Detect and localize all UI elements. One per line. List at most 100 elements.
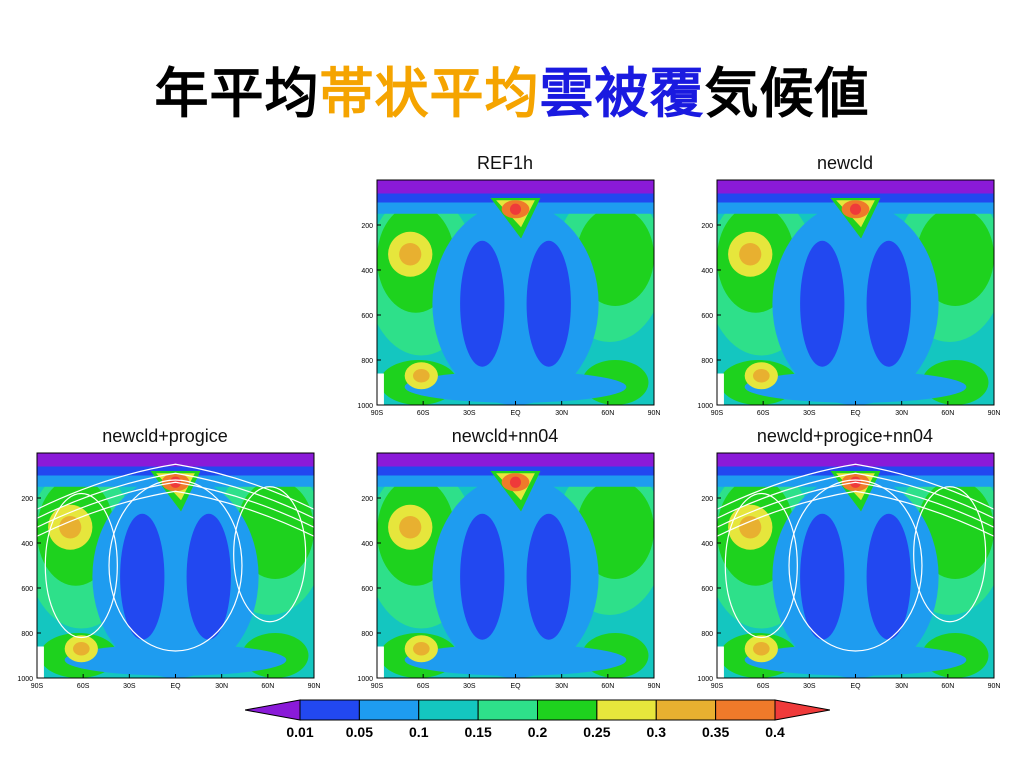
panel-newcld-progice-nn04: newcld+progice+nn04 90S 60S 30S EQ 30N 60N 90N… xyxy=(680,425,1010,695)
y-tick-label: 600 xyxy=(701,313,713,320)
panel-newcld-progice: newcld+progice 90S 60S 30S EQ 30N 60N 90N 200 40… xyxy=(0,425,330,695)
x-tick-label: 60N xyxy=(601,410,614,417)
colorbar-label: 0.01 xyxy=(286,724,313,740)
colorbar-label: 0.25 xyxy=(583,724,610,740)
colorbar-segment xyxy=(655,699,717,721)
colorbar-segment xyxy=(774,699,831,721)
y-tick-label: 400 xyxy=(361,541,373,548)
panel-title: REF1h xyxy=(476,153,534,173)
colorbar-label: 0.2 xyxy=(528,724,548,740)
x-tick-label: EQ xyxy=(510,410,521,417)
y-tick-label: 1000 xyxy=(357,403,373,410)
x-tick-label: 90N xyxy=(988,410,1001,417)
panel-plot: 90S 60S 30S EQ 30N 60N 90N 200 400 600 800 1000 xyxy=(697,179,1001,417)
contour-field xyxy=(717,180,994,405)
x-tick-label: 90N xyxy=(648,683,661,690)
x-tick-label: 90S xyxy=(711,410,724,417)
x-tick-label: 90N xyxy=(988,683,1001,690)
x-tick-label: 30S xyxy=(463,683,476,690)
colorbar-svg: 0.01 0.05 0.1 0.15 0.2 0.25 0.3 0.35 0.4 xyxy=(244,699,831,740)
x-tick-label: 60N xyxy=(601,683,614,690)
colorbar-label: 0.4 xyxy=(765,724,785,740)
x-tick-label: 30S xyxy=(123,683,136,690)
colorbar-segment xyxy=(358,699,420,721)
y-tick-label: 600 xyxy=(361,586,373,593)
x-tick-label: 90S xyxy=(31,683,44,690)
colorbar-label: 0.05 xyxy=(346,724,373,740)
y-tick-label: 1000 xyxy=(17,676,33,683)
y-tick-label: 400 xyxy=(701,541,713,548)
x-tick-label: 30N xyxy=(555,410,568,417)
y-tick-label: 800 xyxy=(701,631,713,638)
y-tick-label: 1000 xyxy=(697,403,713,410)
colorbar-label: 0.3 xyxy=(647,724,667,740)
contour-field xyxy=(717,453,994,678)
y-tick-label: 800 xyxy=(361,358,373,365)
panel-newcld: newcld 90S 60S 30S EQ 30N 60N 90N 200 400 600 800 1… xyxy=(680,152,1010,422)
x-tick-label: 60S xyxy=(757,683,770,690)
colorbar-segment xyxy=(299,699,360,721)
contour-lines xyxy=(717,463,994,652)
panel-plot: 90S 60S 30S EQ 30N 60N 90N 200 400 600 800 1000 xyxy=(17,452,321,690)
title-part-climatology: 気候値 xyxy=(704,62,870,125)
x-tick-label: 60S xyxy=(757,410,770,417)
x-tick-label: 30N xyxy=(895,683,908,690)
x-tick-label: 60S xyxy=(77,683,90,690)
panel-title: newcld xyxy=(816,153,874,173)
contour-field xyxy=(37,453,314,678)
x-tick-label: 30S xyxy=(803,410,816,417)
panel-plot: 90S 60S 30S EQ 30N 60N 90N 200 400 600 800 1000 xyxy=(697,452,1001,690)
x-tick-label: 60N xyxy=(941,683,954,690)
panel-title: newcld+nn04 xyxy=(451,426,559,446)
y-tick-label: 200 xyxy=(701,496,713,503)
y-tick-label: 800 xyxy=(701,358,713,365)
colorbar-segment xyxy=(537,699,598,721)
x-tick-label: 30S xyxy=(463,410,476,417)
x-tick-label: 60S xyxy=(417,683,430,690)
x-tick-label: 90S xyxy=(371,683,384,690)
x-tick-label: 90N xyxy=(648,410,661,417)
panel-plot: 90S 60S 30S EQ 30N 60N 90N 200 400 600 800 1000 xyxy=(357,452,661,690)
x-tick-label: 60N xyxy=(261,683,274,690)
y-tick-label: 1000 xyxy=(357,676,373,683)
title-part-zonal-mean: 帯状平均 xyxy=(319,62,540,125)
contour-field xyxy=(377,453,654,678)
x-tick-label: 30N xyxy=(555,683,568,690)
x-tick-label: 60S xyxy=(417,410,430,417)
slide-title: 年平均帯状平均雲被覆気候値 xyxy=(0,58,1024,130)
x-tick-label: 30N xyxy=(895,410,908,417)
title-part-annual-mean: 年平均 xyxy=(154,62,320,125)
y-tick-label: 400 xyxy=(701,268,713,275)
y-tick-label: 600 xyxy=(361,313,373,320)
panel-title: newcld+progice xyxy=(102,426,228,446)
y-tick-label: 200 xyxy=(361,496,373,503)
y-tick-label: 600 xyxy=(21,586,33,593)
x-tick-label: 60N xyxy=(941,410,954,417)
x-tick-label: 90N xyxy=(308,683,321,690)
colorbar-legend: 0.01 0.05 0.1 0.15 0.2 0.25 0.3 0.35 0.4 xyxy=(244,696,831,746)
title-part-cloud-cover: 雲被覆 xyxy=(539,62,705,125)
x-tick-label: EQ xyxy=(850,683,861,690)
panel-plot: 90S 60S 30S EQ 30N 60N 90N 200 400 600 800 1000 xyxy=(357,179,661,417)
y-tick-label: 200 xyxy=(361,223,373,230)
x-tick-label: 90S xyxy=(371,410,384,417)
y-tick-label: 800 xyxy=(21,631,33,638)
contour-field xyxy=(377,180,654,405)
colorbar-segment xyxy=(418,699,479,721)
colorbar-segment xyxy=(244,699,301,721)
y-tick-label: 200 xyxy=(21,496,33,503)
y-tick-label: 600 xyxy=(701,586,713,593)
x-tick-label: EQ xyxy=(510,683,521,690)
x-tick-label: 90S xyxy=(711,683,724,690)
y-tick-label: 200 xyxy=(701,223,713,230)
colorbar-label: 0.15 xyxy=(465,724,492,740)
panel-newcld-nn04: newcld+nn04 90S 60S 30S EQ 30N 60N 90N 200 400 60… xyxy=(340,425,670,695)
x-tick-label: 30N xyxy=(215,683,228,690)
y-tick-label: 800 xyxy=(361,631,373,638)
colorbar-segment xyxy=(477,699,538,721)
colorbar-segment xyxy=(596,699,657,721)
x-tick-label: EQ xyxy=(170,683,181,690)
colorbar-label: 0.1 xyxy=(409,724,429,740)
panel-ref1h: REF1h 90S 60S 30S EQ 30N 60N 90N 200 400 600 800 10… xyxy=(340,152,670,422)
colorbar-label: 0.35 xyxy=(702,724,729,740)
